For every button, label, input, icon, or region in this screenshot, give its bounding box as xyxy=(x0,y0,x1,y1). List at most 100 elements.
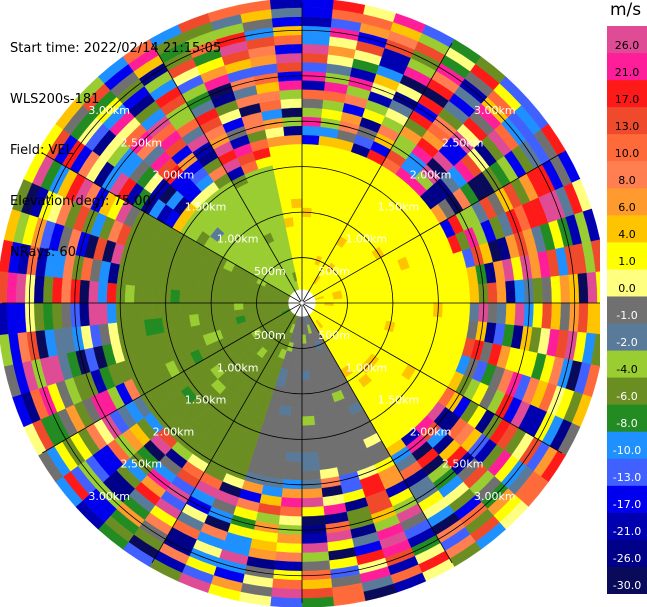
colorbar-tick-label: -8.0 xyxy=(616,417,638,431)
radar-gate xyxy=(301,370,311,381)
radar-gate xyxy=(301,424,316,436)
radar-gate xyxy=(301,497,324,508)
radar-gate xyxy=(280,497,303,508)
range-ring-label: 2.50km xyxy=(442,458,484,471)
colorbar-tick-label: -26.0 xyxy=(612,552,642,566)
radar-gate xyxy=(283,125,303,136)
radar-gate xyxy=(188,302,199,316)
radar-gate xyxy=(550,275,562,304)
colorbar-bin xyxy=(607,485,647,514)
colorbar-bin xyxy=(607,53,647,81)
range-ring-label: 1.50km xyxy=(378,201,420,214)
colorbar-tick-label: -17.0 xyxy=(612,498,642,512)
radar-gate xyxy=(280,198,293,210)
radar-gate xyxy=(405,302,416,316)
radar-gate xyxy=(559,302,571,332)
elevation-label: Elevation(deg): 75.00 xyxy=(10,194,151,209)
colorbar-bin xyxy=(607,458,647,487)
radar-gate xyxy=(301,551,330,563)
range-ring-label: 1.50km xyxy=(185,393,227,406)
radar-gate xyxy=(301,143,319,155)
radar-gate xyxy=(590,239,600,273)
radar-gate xyxy=(532,302,544,329)
radial-line xyxy=(302,304,453,564)
radar-gate xyxy=(281,488,303,499)
radar-gate xyxy=(301,7,334,19)
radar-gate xyxy=(33,274,45,304)
radar-gate xyxy=(270,587,303,599)
radar-gate xyxy=(275,52,303,64)
start-time-label: Start time: 2022/02/14 21:15:05 xyxy=(10,41,222,56)
radar-gate xyxy=(197,302,208,315)
radar-gate xyxy=(301,352,309,363)
radar-gate xyxy=(274,43,303,55)
radar-gate xyxy=(396,291,407,304)
radar-gate xyxy=(423,302,435,317)
radar-gate xyxy=(378,293,389,304)
radar-gate xyxy=(301,560,331,572)
radar-gate xyxy=(169,302,181,317)
radar-gate xyxy=(311,396,324,408)
range-ring-label: 2.00km xyxy=(153,168,195,181)
radar-gate xyxy=(301,170,316,182)
colorbar-bin xyxy=(607,188,647,216)
radar-gate xyxy=(279,506,303,517)
colorbar-tick-label: 21.0 xyxy=(614,65,640,79)
range-ring-label: 1.00km xyxy=(217,361,259,374)
colorbar-tick-label: 1.0 xyxy=(618,254,636,268)
radar-gate xyxy=(311,198,324,210)
radar-gate xyxy=(0,271,9,304)
colorbar-tick-label: -2.0 xyxy=(616,336,638,350)
radar-gate xyxy=(514,302,525,327)
radar-gate xyxy=(301,334,307,345)
radar-gate xyxy=(450,302,462,320)
colorbar-unit: m/s xyxy=(610,0,642,20)
instrument-label: WLS200s-181 xyxy=(10,92,100,107)
range-ring-label: 500m xyxy=(254,329,286,342)
range-ring-label: 1.00km xyxy=(217,233,259,246)
radar-gate xyxy=(469,302,480,322)
radar-gate xyxy=(301,134,320,146)
radar-gate xyxy=(124,302,135,322)
colorbar-bin xyxy=(607,242,647,270)
radar-gate xyxy=(301,125,321,136)
radar-gate xyxy=(301,596,335,607)
radar-gate xyxy=(285,143,303,155)
radar-gate xyxy=(124,284,135,304)
colorbar-bin xyxy=(607,215,647,243)
radar-gate xyxy=(288,415,303,426)
radar-gate xyxy=(0,302,9,335)
radar-gate xyxy=(15,302,27,334)
range-ring-label: 2.00km xyxy=(410,426,452,439)
radar-gate xyxy=(459,302,471,321)
radar-gate xyxy=(293,225,303,236)
radar-gate xyxy=(285,451,303,463)
radar-gate xyxy=(369,302,380,312)
radar-gate xyxy=(414,289,425,304)
radar-gate xyxy=(280,98,303,109)
radar-gate xyxy=(273,560,303,572)
radar-gate xyxy=(288,424,303,436)
radar-gate xyxy=(273,34,303,46)
colorbar-tick-label: 4.0 xyxy=(618,227,636,241)
radar-gate xyxy=(532,277,544,304)
range-ring-label: 1.00km xyxy=(345,361,387,374)
radar-gate xyxy=(279,89,303,100)
radar-gate xyxy=(286,442,303,454)
colorbar-tick-label: -13.0 xyxy=(612,471,642,485)
radar-gate xyxy=(505,280,516,304)
radar-gate xyxy=(275,542,303,554)
radar-gate xyxy=(405,290,416,304)
radar-gate xyxy=(242,302,253,310)
radar-gate xyxy=(294,361,303,372)
radar-gate xyxy=(301,180,316,191)
radar-gate xyxy=(301,52,329,64)
radar-gate xyxy=(295,243,303,254)
colorbar-tick-label: -21.0 xyxy=(612,525,642,539)
radar-gate xyxy=(450,286,462,304)
radar-gate xyxy=(496,281,507,304)
radar-gate xyxy=(179,289,190,304)
radar-gate xyxy=(297,261,303,272)
radar-gate xyxy=(301,451,319,463)
radar-gate xyxy=(301,16,333,28)
